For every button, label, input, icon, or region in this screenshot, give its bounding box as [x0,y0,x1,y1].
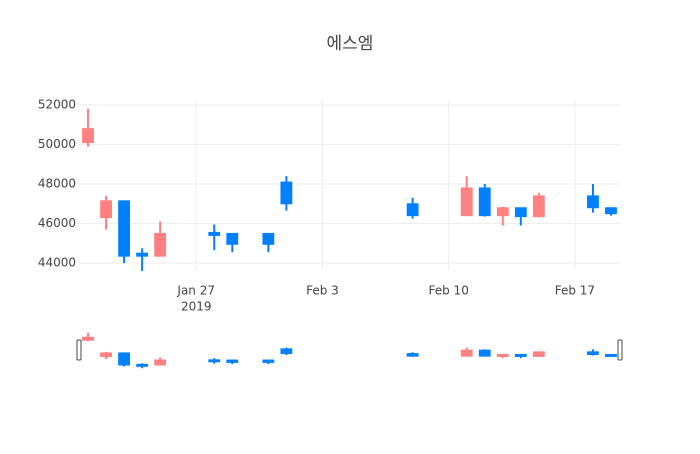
candle-body [514,207,527,218]
x-tick-label: Feb 3 [306,284,339,298]
slider-candle-body [496,353,509,357]
slider-candle-body [100,352,112,358]
candle-body [100,200,112,219]
slider-candle-body [208,359,221,363]
slider-candle-body [262,359,275,363]
candle-body [587,195,599,209]
y-tick-label: 48000 [38,177,76,191]
candle-body [280,181,293,205]
slider-candle-body [118,352,130,366]
slider-candle-body [605,353,617,357]
candle-body [208,231,221,236]
candle-body [605,207,617,215]
slider-candle-body [478,349,491,357]
x-tick-year: 2019 [181,300,212,314]
candle-body [136,252,149,257]
slider-candle-body [280,348,293,355]
chart-title: 에스엠 [327,34,374,54]
slider-candle-body [154,359,167,366]
candle-body [532,195,545,218]
y-tick-label: 44000 [38,256,76,270]
x-tick-label: Feb 10 [429,284,469,298]
slider-candle-body [532,351,545,357]
y-tick-label: 52000 [38,97,76,111]
candle-body [262,232,275,245]
candle-body [82,128,94,144]
slider-candle-body [514,353,527,357]
range-handle[interactable] [76,339,82,361]
slider-candle-body [82,336,94,341]
candle-body [406,203,419,217]
candle-body [118,200,130,257]
slider-candle-body [587,351,599,355]
slider-candle-body [226,359,239,363]
range-handle[interactable] [617,339,623,361]
slider-candle-body [406,353,419,357]
x-tick-label: Jan 27 [176,284,215,298]
y-tick-label: 46000 [38,216,76,230]
candle-body [460,187,473,217]
candle-body [478,187,491,217]
x-tick-label: Feb 17 [555,284,595,298]
candle-body [226,232,239,245]
slider-candle-body [460,349,473,357]
slider-candle-body [136,363,149,367]
y-tick-label: 50000 [38,137,76,151]
candle-body [496,207,509,217]
candle-body [154,232,167,257]
